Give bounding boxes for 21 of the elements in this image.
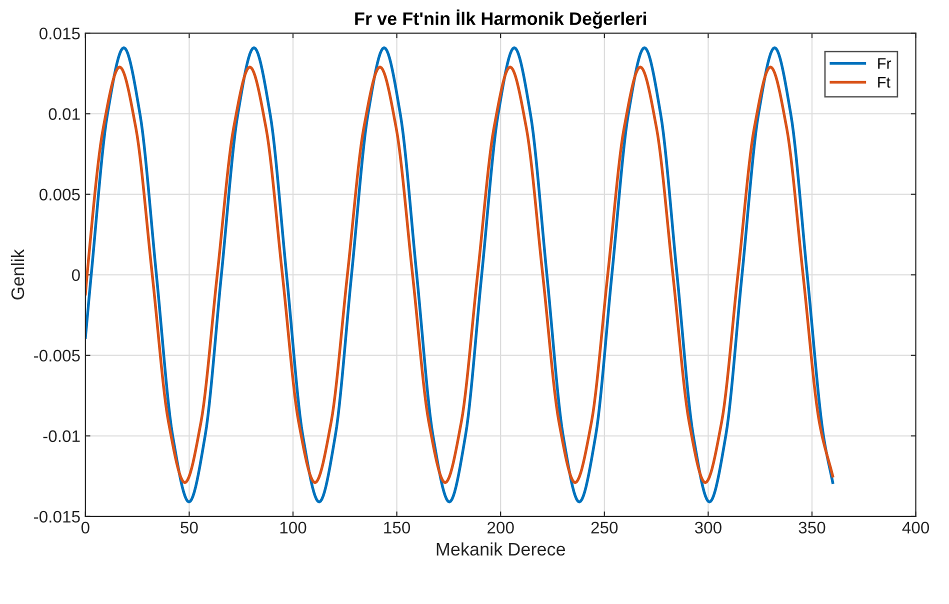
chart-title: Fr ve Ft'nin İlk Harmonik Değerleri [355, 9, 646, 29]
x-tick-label: 350 [798, 522, 826, 534]
legend-label: Ft [878, 77, 890, 88]
y-tick-label: -0.01 [43, 430, 80, 442]
y-tick-label: -0.015 [34, 510, 80, 523]
x-axis-title: Mekanik Derece [436, 542, 566, 556]
x-tick-label: 150 [384, 522, 410, 534]
y-tick-label: 0.015 [39, 28, 80, 40]
y-tick-label: 0.005 [39, 188, 80, 200]
x-tick-label: 250 [591, 522, 618, 534]
y-tick-label: 0 [72, 269, 80, 282]
y-axis-title: Genlik [10, 249, 24, 300]
x-tick-label: 300 [694, 522, 722, 534]
x-tick-label: 200 [488, 522, 514, 534]
x-tick-label: 50 [180, 522, 198, 534]
y-tick-label: -0.005 [34, 350, 80, 362]
x-tick-label: 0 [81, 522, 90, 534]
legend-label: Fr [878, 58, 892, 69]
x-tick-label: 400 [902, 522, 930, 534]
x-tick-label: 100 [280, 522, 306, 534]
y-tick-label: 0.01 [48, 108, 80, 120]
